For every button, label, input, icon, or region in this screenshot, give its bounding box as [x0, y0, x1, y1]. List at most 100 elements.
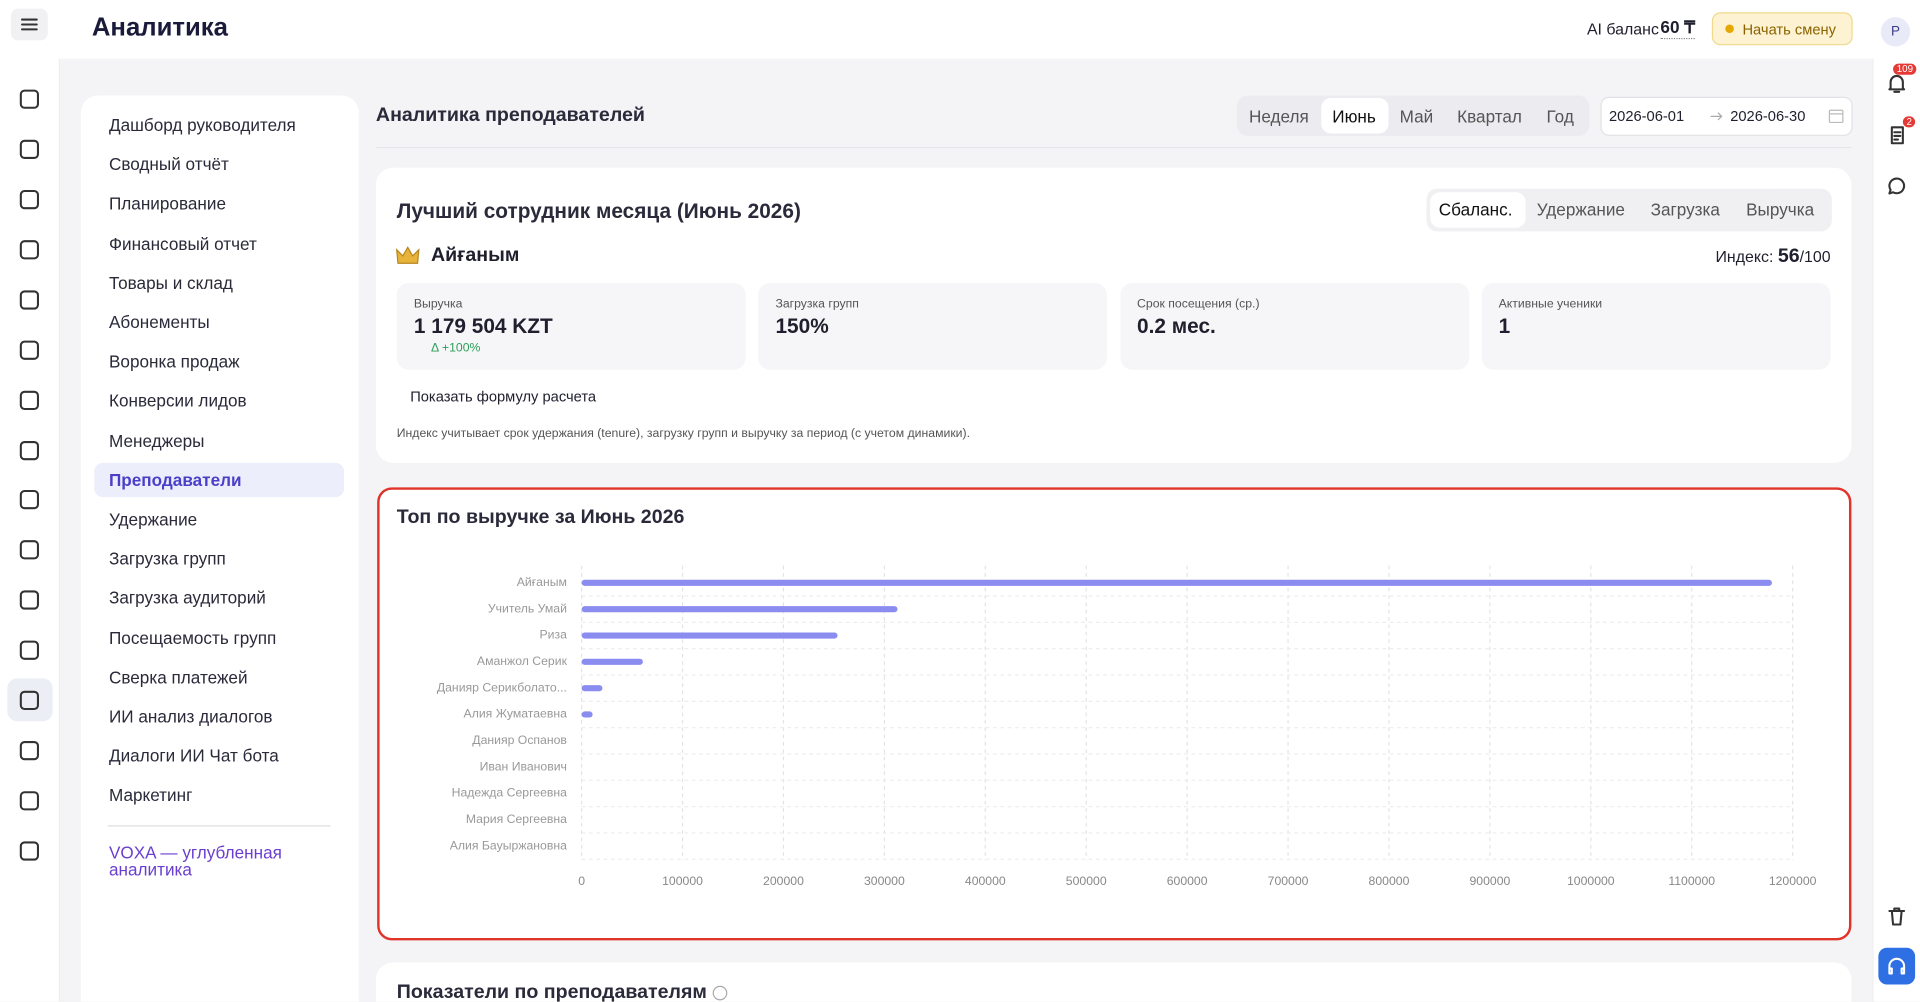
x-tick-label: 0: [578, 874, 585, 888]
date-from: 2026-06-01: [1608, 107, 1685, 125]
sidebar-item[interactable]: Посещаемость групп: [108, 627, 277, 648]
chart-title: Топ по выручке за Июнь 2026: [396, 506, 685, 528]
index-value: 56: [1777, 246, 1800, 267]
rail-icon[interactable]: [17, 288, 41, 312]
date-range[interactable]: 2026-06-01 2026-06-30: [1600, 96, 1853, 136]
best-employee-card: Лучший сотрудник месяца (Июнь 2026) Айға…: [375, 167, 1852, 463]
bar-chart: 0 100000 200000 300000 400000 500000 600000 700…: [437, 565, 1817, 888]
tab-active-bg: [1430, 192, 1526, 228]
menu-button[interactable]: [11, 8, 48, 41]
rail-icon[interactable]: [17, 738, 41, 762]
support-button[interactable]: [1878, 947, 1916, 985]
tab-option[interactable]: Загрузка: [1650, 199, 1720, 220]
period-option[interactable]: Неделя: [1248, 106, 1309, 127]
period-option[interactable]: Май: [1399, 106, 1434, 127]
x-tick-label: 100000: [662, 874, 703, 888]
tab-option[interactable]: Сбаланс.: [1438, 199, 1513, 220]
rail-icon[interactable]: [17, 538, 41, 562]
bell-icon[interactable]: [1884, 71, 1908, 95]
y-tick-label: Алия Жуматаевна: [464, 707, 568, 721]
y-tick-label: Данияр Серикболато...: [437, 680, 567, 694]
page-title: Аналитика преподавателей: [375, 105, 645, 127]
period-switch: [1236, 95, 1590, 136]
sidebar-item[interactable]: Дашборд руководителя: [108, 115, 296, 135]
rail-icon[interactable]: [17, 839, 41, 863]
rail-icon[interactable]: [17, 238, 41, 262]
stat-label: Загрузка групп: [775, 297, 859, 312]
sidebar-item[interactable]: Планирование: [108, 193, 226, 214]
bar: [581, 711, 593, 718]
menu-icon: [21, 18, 38, 31]
voxa-link[interactable]: VOXA — углубленная аналитика: [108, 842, 282, 880]
sidebar-item[interactable]: Финансовый отчет: [108, 233, 257, 253]
sidebar-item[interactable]: Воронка продаж: [108, 351, 240, 372]
sidebar-item[interactable]: Сводный отчёт: [108, 154, 229, 175]
rail-icon[interactable]: [17, 388, 41, 412]
y-tick-label: Алия Бауыржановна: [450, 838, 567, 852]
sidebar-item[interactable]: Конверсии лидов: [108, 391, 247, 411]
notification-badge: 109: [1893, 63, 1917, 75]
sidebar-item[interactable]: Удержание: [108, 509, 198, 529]
stat-value: 1 179 504 KZT: [413, 314, 553, 338]
crown-icon: [395, 246, 420, 264]
sidebar-item[interactable]: Менеджеры: [108, 430, 205, 451]
chat-icon[interactable]: [1884, 174, 1908, 198]
tab-option[interactable]: Удержание: [1536, 199, 1625, 220]
formula-button[interactable]: Показать формулу расчета: [410, 388, 597, 406]
stat-value: 150%: [775, 314, 829, 338]
rail-icon[interactable]: [17, 789, 41, 813]
avatar[interactable]: Р: [1880, 17, 1911, 47]
sidebar-item[interactable]: Товары и склад: [108, 272, 233, 293]
trash-icon[interactable]: [1884, 904, 1908, 928]
sidebar-item[interactable]: Сверка платежей: [108, 667, 248, 687]
index-max: /100: [1799, 247, 1831, 266]
headset-icon: [1888, 957, 1906, 975]
sidebar-item[interactable]: Маркетинг: [108, 785, 193, 805]
sidebar-item[interactable]: Диалоги ИИ Чат бота: [108, 745, 279, 766]
ai-balance-label: AI баланс: [1586, 19, 1659, 38]
rail-icon[interactable]: [17, 588, 41, 612]
x-tick-label: 800000: [1369, 874, 1410, 888]
x-tick-label: 700000: [1268, 874, 1309, 888]
rail-icon[interactable]: [17, 338, 41, 362]
y-tick-label: Айғаным: [517, 575, 567, 589]
ai-balance-value[interactable]: 60 ₸: [1660, 17, 1696, 40]
stat-value: 0.2 мес.: [1137, 314, 1216, 338]
section-title: Показатели по преподавателям: [397, 982, 728, 1002]
best-note: Индекс учитывает срок удержания (tenure)…: [396, 427, 971, 441]
bar: [581, 579, 1772, 586]
period-option[interactable]: Квартал: [1457, 106, 1522, 127]
rail-icon[interactable]: [17, 87, 41, 111]
sidebar-item[interactable]: Загрузка групп: [108, 548, 226, 569]
rail-active: [7, 678, 53, 722]
title-divider: [375, 146, 1852, 149]
sidebar-item[interactable]: ИИ анализ диалогов: [108, 706, 273, 727]
docs-icon[interactable]: [1884, 122, 1908, 146]
index: Индекс: 56/100: [1715, 246, 1830, 268]
period-option[interactable]: Год: [1546, 106, 1574, 127]
rail-icon[interactable]: [17, 187, 41, 211]
x-tick-label: 300000: [864, 874, 905, 888]
rail-icon[interactable]: [17, 438, 41, 462]
rail-icon[interactable]: [17, 638, 41, 662]
sidebar-item[interactable]: Абонементы: [108, 312, 210, 332]
date-arrow: [1710, 112, 1723, 121]
index-label: Индекс:: [1715, 247, 1774, 266]
sidebar-active-bg: [94, 462, 345, 498]
date-to: 2026-06-30: [1730, 107, 1806, 125]
bar: [581, 606, 898, 613]
start-shift-button[interactable]: Начать смену: [1711, 12, 1853, 46]
bar: [581, 685, 603, 692]
period-option[interactable]: Июнь: [1332, 106, 1376, 127]
x-tick-label: 400000: [965, 874, 1006, 888]
rail-icon[interactable]: [17, 688, 41, 712]
rail-icon[interactable]: [17, 137, 41, 161]
rail-icon[interactable]: [17, 487, 41, 511]
sidebar-item[interactable]: Преподаватели: [108, 469, 242, 490]
y-tick-label: Данияр Оспанов: [472, 733, 567, 747]
help-icon[interactable]: [712, 985, 728, 1001]
tab-option[interactable]: Выручка: [1746, 199, 1815, 220]
sidebar-item[interactable]: Загрузка аудиторий: [108, 588, 266, 608]
x-tick-label: 200000: [763, 874, 804, 888]
